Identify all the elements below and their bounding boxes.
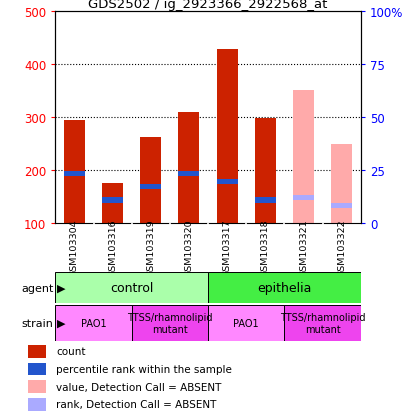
Bar (140, 185, 161, 190)
Bar (140, 137, 161, 223)
Bar (28, 380, 46, 393)
Text: GSM103317: GSM103317 (222, 219, 231, 277)
Text: count: count (56, 347, 85, 356)
Bar (28, 345, 46, 358)
Text: PAO1: PAO1 (233, 318, 258, 328)
Bar (178, 171, 199, 177)
Text: GSM103316: GSM103316 (108, 219, 117, 277)
Text: percentile rank within the sample: percentile rank within the sample (56, 364, 231, 374)
Bar (28, 398, 46, 411)
Bar (102, 183, 123, 223)
Text: GSM103321: GSM103321 (298, 219, 307, 277)
Bar (292, 195, 313, 200)
Bar (216, 50, 237, 223)
Bar (55, 306, 131, 341)
Bar (178, 112, 199, 223)
Bar (330, 203, 351, 208)
Bar (284, 306, 360, 341)
Text: value, Detection Call = ABSENT: value, Detection Call = ABSENT (56, 382, 221, 392)
Text: PAO1: PAO1 (81, 318, 106, 328)
Bar (207, 273, 360, 304)
Bar (28, 363, 46, 375)
Bar (207, 306, 284, 341)
Bar (131, 306, 207, 341)
Text: strain: strain (21, 318, 53, 328)
Text: TTSS/rhamnolipid
mutant: TTSS/rhamnolipid mutant (127, 312, 212, 334)
Bar (64, 171, 85, 177)
Bar (254, 119, 275, 223)
Text: GSM103318: GSM103318 (260, 219, 269, 277)
Bar (55, 273, 207, 304)
Title: GDS2502 / ig_2923366_2922568_at: GDS2502 / ig_2923366_2922568_at (88, 0, 327, 11)
Text: GSM103322: GSM103322 (336, 219, 345, 277)
Text: GSM103319: GSM103319 (146, 219, 155, 277)
Text: control: control (110, 282, 153, 294)
Text: GSM103320: GSM103320 (184, 219, 193, 277)
Bar (330, 145, 351, 223)
Text: TTSS/rhamnolipid
mutant: TTSS/rhamnolipid mutant (279, 312, 364, 334)
Bar (216, 179, 237, 185)
Bar (254, 198, 275, 203)
Text: epithelia: epithelia (256, 282, 311, 294)
Bar (102, 198, 123, 203)
Text: agent: agent (21, 283, 53, 293)
Bar (292, 90, 313, 223)
Text: rank, Detection Call = ABSENT: rank, Detection Call = ABSENT (56, 399, 216, 409)
Text: ▶: ▶ (57, 283, 66, 293)
Text: ▶: ▶ (57, 318, 66, 328)
Bar (64, 120, 85, 223)
Text: GSM103304: GSM103304 (70, 219, 79, 277)
